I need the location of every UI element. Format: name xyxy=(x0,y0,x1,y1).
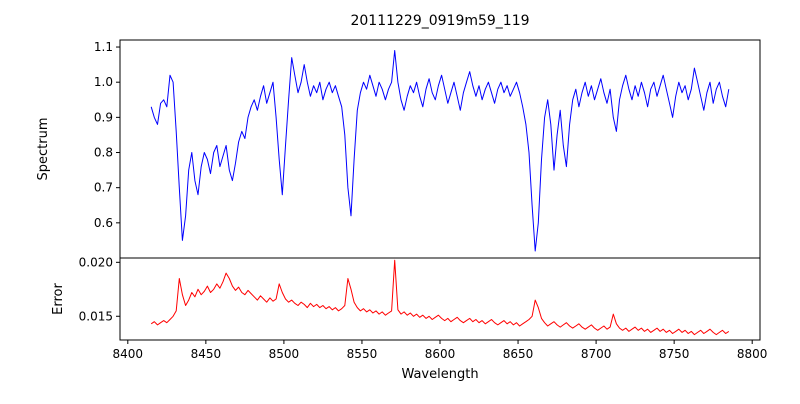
spectrum-y-tick-label: 0.8 xyxy=(94,146,113,160)
spectrum-y-tick-label: 1.1 xyxy=(94,40,113,54)
x-axis-label: Wavelength xyxy=(401,367,478,382)
spectrum-y-tick-label: 0.9 xyxy=(94,110,113,124)
error-panel-frame xyxy=(119,257,761,341)
x-tick-label: 8450 xyxy=(191,347,222,361)
x-tick-label: 8600 xyxy=(425,347,456,361)
spectrum-y-tick-label: 1.0 xyxy=(94,75,113,89)
spectrum-panel-frame xyxy=(119,39,761,259)
spectrum-y-tick-label: 0.7 xyxy=(94,181,113,195)
x-tick-label: 8750 xyxy=(659,347,690,361)
x-tick-label: 8500 xyxy=(269,347,300,361)
x-tick-label: 8400 xyxy=(113,347,144,361)
chart-title: 20111229_0919m59_119 xyxy=(350,13,529,29)
error-y-tick-label: 0.015 xyxy=(79,309,113,323)
spectrum-y-tick-label: 0.6 xyxy=(94,216,113,230)
x-tick-label: 8650 xyxy=(503,347,534,361)
x-tick-label: 8550 xyxy=(347,347,378,361)
plot-layer: 0.6 0.7 0.8 0.9 1.0 1.1 0.015 0.020 8400 8450 8500… xyxy=(79,39,768,361)
spectrum-y-axis-label: Spectrum xyxy=(36,118,51,181)
error-line xyxy=(150,259,730,336)
x-tick-label: 8800 xyxy=(737,347,768,361)
error-y-axis-label: Error xyxy=(51,283,66,315)
error-y-tick-label: 0.020 xyxy=(79,255,113,269)
spectrum-line xyxy=(150,50,730,252)
x-tick-label: 8700 xyxy=(581,347,612,361)
